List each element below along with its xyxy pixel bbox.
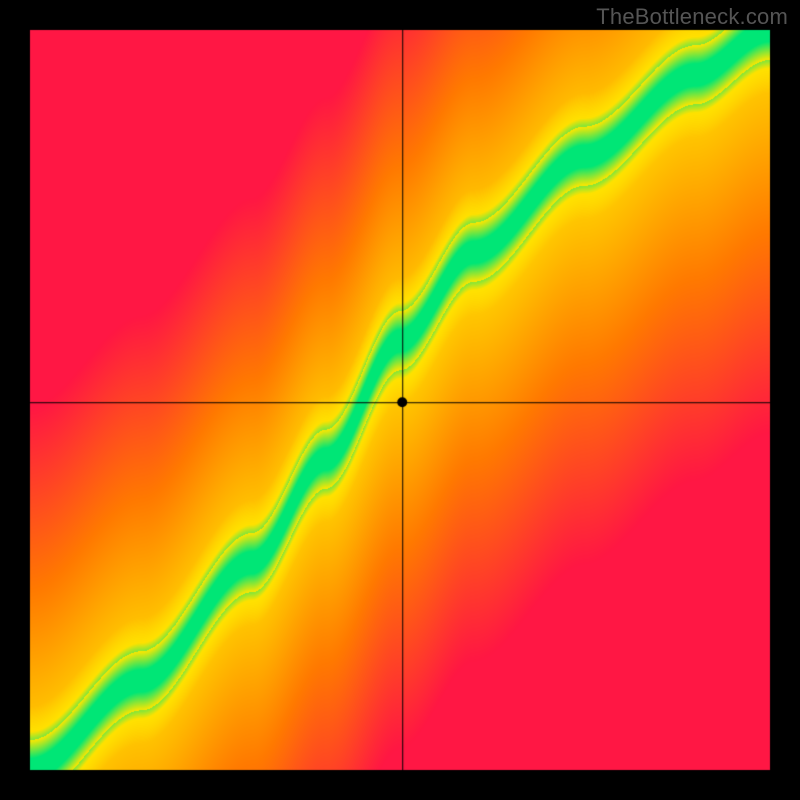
chart-container: TheBottleneck.com bbox=[0, 0, 800, 800]
heatmap-canvas bbox=[0, 0, 800, 800]
watermark-text: TheBottleneck.com bbox=[596, 4, 788, 30]
